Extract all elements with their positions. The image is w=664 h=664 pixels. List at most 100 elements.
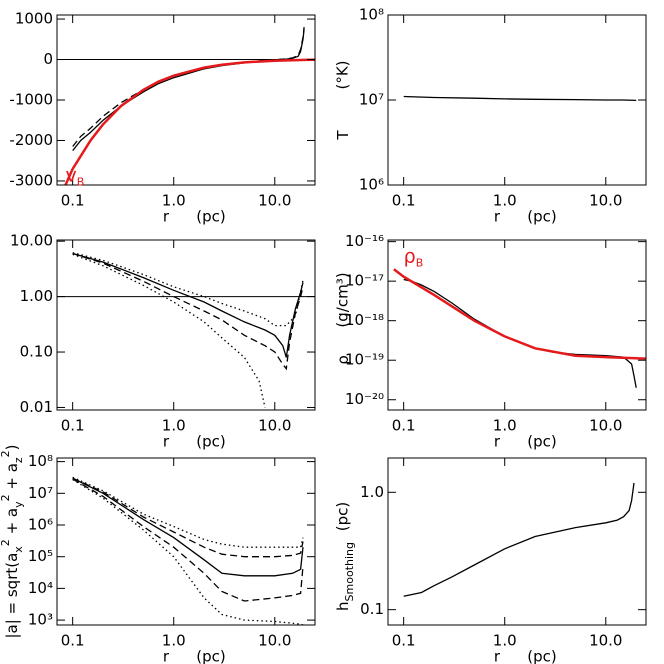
y-tick-label: 0 — [43, 50, 53, 68]
y-tick-label: 1000 — [15, 10, 53, 28]
y-tick-label: 10⁻¹⁷ — [345, 272, 384, 290]
x-tick-label: 0.1 — [392, 192, 416, 210]
label-part: + a — [3, 463, 21, 494]
x-axis-label: r — [163, 208, 170, 226]
label-part: h — [334, 601, 352, 611]
x-tick-label: 10.0 — [258, 632, 291, 650]
x-axis-label: r — [163, 648, 170, 664]
plot-frame — [56, 457, 316, 626]
data-line — [72, 27, 305, 147]
y-tick-label: 1.0 — [360, 483, 384, 501]
y-tick-label: -3000 — [9, 171, 53, 189]
y-tick-label: 10⁻¹⁹ — [345, 351, 384, 369]
y-tick-label: 0.1 — [360, 600, 384, 618]
data-line — [72, 478, 304, 602]
y-tick-label: 10⁻¹⁶ — [345, 232, 384, 250]
data-line — [72, 29, 305, 152]
y-tick-label: 10.00 — [10, 232, 53, 250]
data-line — [72, 252, 304, 358]
x-axis-unit: (pc) — [527, 208, 556, 226]
x-axis-label: r — [163, 433, 170, 451]
x-axis-unit: (pc) — [527, 648, 556, 664]
y-tick-label: 10⁸ — [28, 452, 53, 470]
label-part: 2 — [0, 450, 12, 457]
panel: 0.1 1.0 10.0 10⁻¹⁶ 10⁻¹⁷ 10⁻¹⁸ 10⁻¹⁹ 10⁻²⁰ r (pc)… — [334, 232, 647, 451]
label-part: ρ — [334, 355, 352, 365]
y-tick-label: 10⁸ — [359, 6, 384, 24]
y-tick-label: 10⁻¹⁸ — [345, 311, 384, 329]
data-line — [72, 479, 304, 625]
axis-label: hSmoothing — [334, 542, 356, 611]
x-axis-label: r — [494, 208, 501, 226]
x-axis-label: r — [494, 433, 501, 451]
y-axis-unit: (°K) — [334, 60, 352, 89]
label-part: Smoothing — [343, 542, 356, 601]
y-tick-label: -2000 — [9, 131, 53, 149]
panel: 0.1 1.0 10.0 1000 0 -1000 -2000 -3000 r (pc) vB — [9, 10, 316, 226]
y-tick-label: 10⁶ — [28, 516, 53, 534]
y-axis-unit: (g/cm³) — [334, 272, 352, 327]
y-tick-label: 10⁶ — [359, 176, 384, 194]
plot-frame — [387, 457, 647, 626]
x-tick-label: 1.0 — [493, 417, 517, 435]
label-part: ρ — [404, 245, 416, 267]
x-tick-label: 10.0 — [258, 192, 291, 210]
plot-frame — [56, 14, 316, 186]
y-tick-label: 10⁷ — [28, 484, 53, 502]
label-part: + a — [3, 508, 21, 539]
y-tick-label: 10⁻²⁰ — [345, 390, 384, 408]
y-tick-label: 1.00 — [20, 287, 53, 305]
data-line — [72, 253, 266, 408]
data-line — [72, 252, 304, 327]
label-part: 2 — [0, 494, 12, 501]
y-tick-label: 0.10 — [20, 343, 53, 361]
x-axis-unit: (pc) — [196, 208, 225, 226]
x-tick-label: 10.0 — [589, 632, 622, 650]
x-tick-label: 1.0 — [162, 632, 186, 650]
plot-frame — [56, 239, 316, 411]
x-tick-label: 0.1 — [392, 417, 416, 435]
annotation: ρB — [404, 245, 424, 269]
label-part: T — [334, 130, 352, 141]
plot-frame — [387, 239, 647, 411]
panel: 0.1 1.0 10.0 10⁸ 10⁷ 10⁶ r (pc) T (°K) — [334, 6, 647, 226]
x-tick-label: 0.1 — [61, 192, 85, 210]
label-part: B — [77, 175, 85, 188]
axis-label: |a| = sqrt(ax2 + ay2 + az2) — [0, 444, 25, 638]
y-tick-label: 10⁴ — [28, 579, 53, 597]
data-line — [403, 482, 635, 597]
data-line — [403, 278, 637, 388]
x-tick-label: 10.0 — [589, 192, 622, 210]
y-tick-label: 10⁷ — [359, 91, 384, 109]
x-axis-unit: (pc) — [196, 433, 225, 451]
panel: 0.1 1.0 10.0 10.00 1.00 0.10 0.01 r (pc) — [10, 232, 316, 451]
y-tick-label: 10⁵ — [28, 547, 53, 565]
label-part: ) — [3, 444, 21, 450]
label-part: z — [12, 457, 25, 463]
panel: 0.1 1.0 10.0 10⁸ 10⁷ 10⁶ 10⁵ 10⁴ 10³ r (pc) |a| = s… — [0, 444, 316, 664]
x-axis-unit: (pc) — [196, 648, 225, 664]
x-axis-unit: (pc) — [527, 433, 556, 451]
axis-label: T — [334, 130, 352, 141]
data-line — [72, 477, 304, 577]
panel: 0.1 1.0 10.0 1.0 0.1 r (pc) hSmoothing (pc) — [334, 457, 647, 664]
x-tick-label: 0.1 — [61, 417, 85, 435]
y-tick-label: 10³ — [28, 611, 53, 629]
data-line — [72, 476, 304, 548]
y-axis-unit: (pc) — [334, 502, 352, 531]
x-tick-label: 1.0 — [162, 417, 186, 435]
data-line — [72, 252, 304, 371]
annotation: vB — [65, 164, 84, 188]
plot-frame — [387, 14, 647, 186]
x-tick-label: 1.0 — [162, 192, 186, 210]
data-line — [403, 95, 637, 102]
label-part: |a| = sqrt(a — [3, 553, 21, 639]
x-axis-label: r — [494, 648, 501, 664]
x-tick-label: 10.0 — [258, 417, 291, 435]
label-part: B — [416, 256, 424, 269]
x-tick-label: 10.0 — [589, 417, 622, 435]
label-part: 2 — [0, 539, 12, 546]
label-part: x — [12, 546, 25, 553]
data-line — [393, 268, 646, 360]
